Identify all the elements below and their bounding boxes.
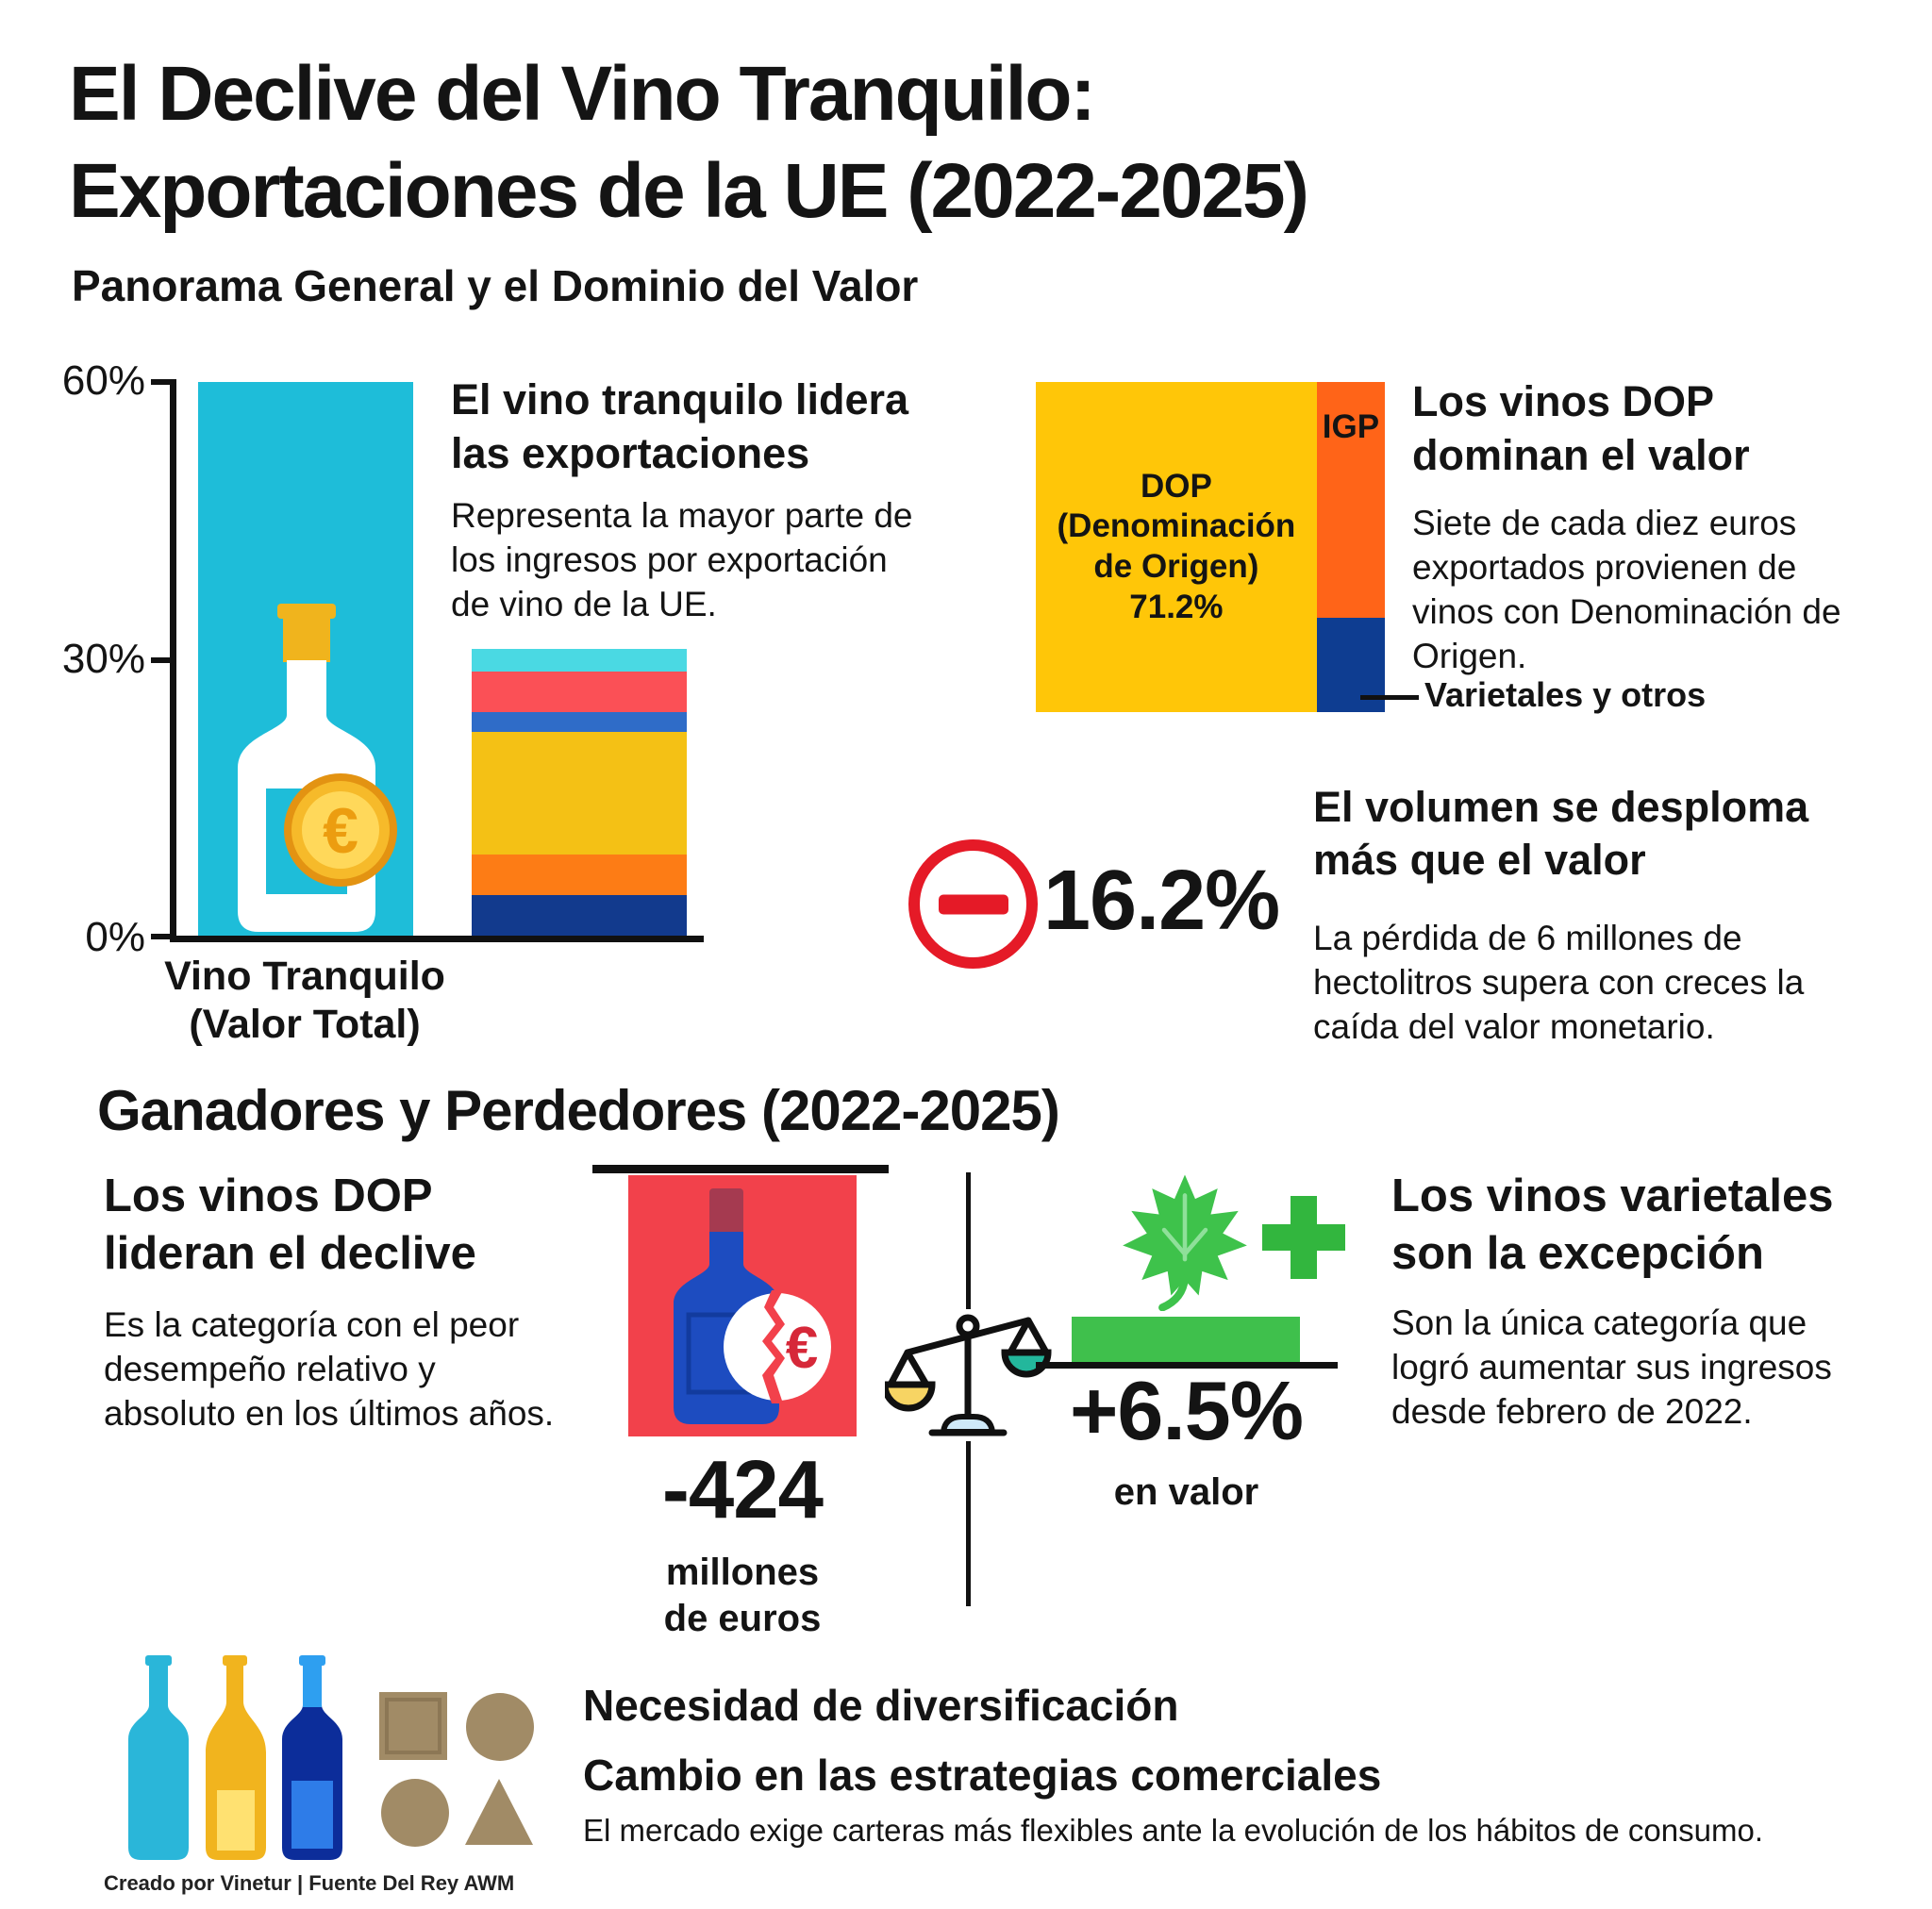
losers-heading: Los vinos DOP lideran el declive bbox=[104, 1170, 476, 1279]
plus-icon bbox=[1262, 1196, 1345, 1279]
loss-card: € bbox=[628, 1175, 857, 1436]
treemap-igp-label: IGP bbox=[1322, 408, 1380, 445]
section-overview-heading: Panorama General y el Dominio del Valor bbox=[72, 261, 919, 310]
minus-bar-icon bbox=[938, 894, 1008, 914]
treemap-varietales-label: Varietales y otros bbox=[1424, 675, 1707, 714]
euro-coin-icon: € bbox=[284, 773, 397, 887]
navy-bottle-icon bbox=[282, 1655, 342, 1860]
divider-line bbox=[966, 1441, 971, 1606]
lead-block-heading: El vino tranquilo lidera las exportacion… bbox=[451, 375, 909, 477]
loss-stat-value: -424 bbox=[661, 1444, 824, 1536]
loss-baseline bbox=[592, 1165, 889, 1173]
gain-bar bbox=[1072, 1317, 1300, 1362]
wine-bottles-icon bbox=[128, 1655, 342, 1860]
winners-heading: Los vinos varietales son la excepción bbox=[1391, 1170, 1834, 1279]
gain-baseline bbox=[1036, 1362, 1338, 1369]
divider-line bbox=[966, 1172, 971, 1309]
gain-stat-value: +6.5% bbox=[1070, 1364, 1304, 1457]
page-title: El Declive del Vino Tranquilo: Exportaci… bbox=[69, 51, 1309, 235]
circle-shape-icon bbox=[381, 1779, 449, 1847]
treemap-dop-block: DOP (Denominación de Origen) 71.2% bbox=[1036, 382, 1317, 712]
treemap-igp-block: IGP bbox=[1316, 382, 1385, 619]
y-axis-tickmark bbox=[151, 379, 171, 385]
stacked-segment bbox=[472, 732, 687, 855]
lead-block-body: Representa la mayor parte de los ingreso… bbox=[451, 496, 913, 623]
diversification-heading: Necesidad de diversificación Cambio en l… bbox=[583, 1681, 1382, 1800]
y-axis-tickmark bbox=[151, 934, 171, 939]
dop-block-body: Siete de cada diez euros exportados prov… bbox=[1412, 504, 1841, 675]
triangle-shape-icon bbox=[465, 1779, 533, 1845]
diversification-body: El mercado exige carteras más flexibles … bbox=[583, 1813, 1764, 1848]
minus-circle-icon bbox=[908, 839, 1038, 969]
stacked-segment bbox=[472, 711, 687, 733]
treemap-dop-label: DOP (Denominación de Origen) 71.2% bbox=[1057, 467, 1296, 625]
stacked-bar bbox=[472, 649, 687, 936]
gain-stat-unit: en valor bbox=[1113, 1471, 1259, 1513]
circle-shape-icon bbox=[466, 1693, 534, 1761]
y-axis-tickmark bbox=[151, 657, 171, 663]
credit-line: Creado por Vinetur | Fuente Del Rey AWM bbox=[104, 1871, 515, 1895]
x-axis-line bbox=[170, 936, 704, 942]
stacked-segment bbox=[472, 649, 687, 672]
callout-line bbox=[1360, 695, 1419, 700]
stacked-segment bbox=[472, 894, 687, 936]
losers-body: Es la categoría con el peor desempeño re… bbox=[104, 1305, 555, 1433]
yellow-bottle-icon bbox=[206, 1655, 266, 1860]
plus-icon-bar bbox=[1291, 1196, 1317, 1279]
section-winners-losers-heading: Ganadores y Perdedores (2022-2025) bbox=[97, 1079, 1060, 1142]
cyan-bottle-icon bbox=[128, 1655, 189, 1860]
volume-stat-heading: El volumen se desploma más que el valor bbox=[1313, 783, 1809, 884]
y-axis-tick-60: 60% bbox=[61, 357, 145, 404]
svg-text:€: € bbox=[786, 1316, 818, 1381]
stacked-segment bbox=[472, 671, 687, 712]
y-axis-tick-0: 0% bbox=[85, 914, 145, 960]
svg-text:€: € bbox=[323, 795, 358, 867]
loss-stat-unit: millones de euros bbox=[663, 1552, 822, 1639]
vine-leaf-icon bbox=[1123, 1174, 1247, 1311]
balance-scale-icon bbox=[885, 1314, 1052, 1436]
bar-category-label: Vino Tranquilo (Valor Total) bbox=[164, 954, 445, 1047]
square-shape-icon bbox=[379, 1692, 447, 1760]
volume-stat-body: La pérdida de 6 millones de hectolitros … bbox=[1313, 919, 1805, 1046]
treemap-export-value: DOP (Denominación de Origen) 71.2% IGP bbox=[1036, 382, 1385, 712]
dop-block-heading: Los vinos DOP dominan el valor bbox=[1412, 377, 1750, 479]
volume-stat-value: 16.2% bbox=[1043, 854, 1280, 948]
y-axis-line bbox=[170, 379, 176, 942]
bar-vino-tranquilo: € bbox=[198, 382, 413, 936]
stacked-segment bbox=[472, 854, 687, 895]
broken-euro-bottle-icon: € bbox=[674, 1188, 831, 1424]
winners-body: Son la única categoría que logró aumenta… bbox=[1391, 1303, 1832, 1431]
y-axis-tick-30: 30% bbox=[61, 636, 145, 682]
